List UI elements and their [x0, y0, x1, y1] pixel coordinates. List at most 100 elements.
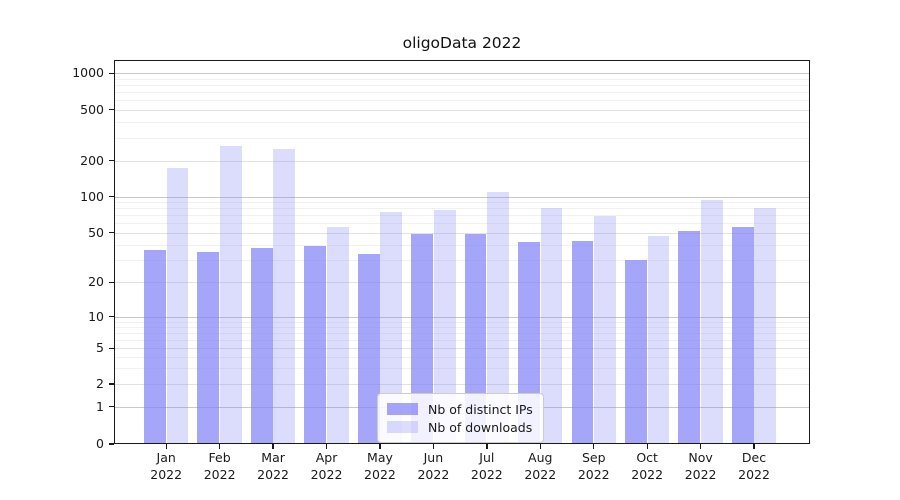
x-tick-year: 2022	[203, 466, 236, 482]
gridline	[114, 384, 810, 385]
x-tick-year: 2022	[417, 466, 450, 482]
bar-distinct-ips-nov	[678, 230, 701, 444]
x-tick-label-may: May 2022	[340, 450, 420, 483]
y-tick-label: 2	[96, 376, 104, 391]
y-tick-label: 10	[88, 308, 104, 324]
bar-downloads-jul	[487, 191, 510, 444]
gridline-minor	[114, 223, 810, 225]
bar-downloads-aug	[540, 207, 563, 444]
gridline-minor	[114, 340, 810, 341]
y-tick-mark	[109, 281, 114, 284]
legend-label-distinct-ips: Nb of distinct IPs	[428, 401, 533, 417]
gridline-minor	[114, 99, 810, 101]
y-tick-mark	[109, 72, 114, 74]
x-tick-mark	[700, 444, 702, 449]
bar-distinct-ips-oct	[624, 260, 647, 444]
bar-downloads-feb	[220, 146, 242, 444]
x-tick-mark	[539, 444, 541, 449]
y-tick-label: 20	[88, 274, 104, 290]
x-tick-year: 2022	[684, 466, 717, 482]
x-tick-label-aug: Aug 2022	[500, 450, 580, 483]
x-tick-label-oct: Oct 2022	[607, 450, 687, 483]
x-tick-year: 2022	[738, 466, 770, 482]
x-tick-year: 2022	[470, 466, 503, 482]
y-tick-mark	[109, 196, 114, 198]
gridline	[114, 348, 810, 350]
legend: Nb of distinct IPs Nb of downloads	[377, 393, 544, 443]
x-tick-label-jan: Jan 2022	[126, 450, 206, 483]
y-tick-label: 200	[80, 152, 104, 168]
y-tick-label: 1000	[72, 65, 104, 81]
gridline-minor	[114, 326, 810, 328]
x-tick-mark	[432, 444, 435, 449]
x-tick-mark	[165, 444, 167, 449]
gridline-minor	[114, 368, 810, 370]
bar-downloads-sep	[594, 215, 616, 444]
bar-downloads-dec	[754, 208, 777, 444]
x-tick-label-apr: Apr 2022	[287, 450, 367, 483]
bar-downloads-apr	[326, 226, 349, 444]
bar-distinct-ips-jul	[464, 233, 487, 444]
bar-distinct-ips-dec	[731, 226, 754, 444]
bar-distinct-ips-jun	[411, 233, 433, 444]
legend-swatch-distinct-ips	[387, 403, 418, 415]
bar-downloads-may	[380, 211, 403, 444]
bar-downloads-jan	[166, 167, 189, 444]
gridline	[114, 232, 810, 234]
x-tick-mark	[219, 444, 221, 449]
y-tick-label: 0	[96, 436, 104, 451]
y-tick-label: 50	[88, 224, 104, 240]
plot-area	[114, 60, 810, 444]
bar-distinct-ips-feb	[197, 251, 220, 444]
x-tick-label-jun: Jun 2022	[393, 450, 473, 483]
x-tick-year: 2022	[524, 466, 557, 482]
gridline-minor	[114, 121, 810, 123]
gridline-minor	[114, 356, 810, 358]
bar-distinct-ips-mar	[250, 247, 273, 444]
x-tick-mark	[325, 444, 328, 449]
gridline-minor	[114, 333, 810, 334]
y-tick-mark	[109, 347, 114, 349]
legend-label-downloads: Nb of downloads	[428, 419, 533, 435]
y-tick-mark	[109, 160, 114, 162]
x-tick-year: 2022	[310, 466, 343, 482]
gridline-major	[114, 316, 810, 318]
x-tick-mark	[646, 444, 648, 449]
y-tick-mark	[109, 232, 114, 234]
bar-distinct-ips-jan	[144, 250, 166, 444]
gridline-minor	[114, 208, 810, 210]
gridline-minor	[114, 78, 810, 80]
gridline	[114, 160, 810, 162]
x-tick-year: 2022	[577, 466, 610, 482]
y-tick-label: 500	[80, 101, 104, 117]
x-tick-year: 2022	[150, 466, 183, 482]
y-tick-label: 5	[96, 340, 104, 356]
y-tick-label: 100	[80, 188, 104, 204]
gridline	[114, 109, 810, 111]
bar-downloads-jun	[433, 209, 456, 444]
gridline-minor	[114, 244, 810, 246]
gridline	[114, 282, 810, 284]
y-tick-mark	[109, 108, 114, 111]
y-tick-mark	[109, 383, 114, 385]
legend-swatch-downloads	[387, 421, 418, 433]
x-tick-label-feb: Feb 2022	[180, 450, 260, 483]
x-tick-mark	[753, 444, 755, 449]
x-tick-mark	[593, 444, 595, 449]
y-tick-label: 1	[96, 398, 104, 414]
bar-downloads-mar	[273, 149, 296, 444]
gridline-minor	[114, 260, 810, 262]
bar-distinct-ips-apr	[304, 246, 327, 444]
x-tick-label-nov: Nov 2022	[661, 450, 741, 483]
gridline-minor	[114, 321, 810, 323]
x-tick-year: 2022	[631, 466, 664, 482]
gridline-major	[114, 196, 810, 198]
x-tick-year: 2022	[364, 466, 396, 482]
y-tick-mark	[109, 316, 114, 318]
x-tick-mark	[486, 444, 488, 449]
y-tick-mark	[109, 406, 114, 408]
bar-downloads-oct	[647, 235, 670, 444]
bar-distinct-ips-may	[357, 253, 380, 444]
gridline-minor	[114, 138, 810, 140]
